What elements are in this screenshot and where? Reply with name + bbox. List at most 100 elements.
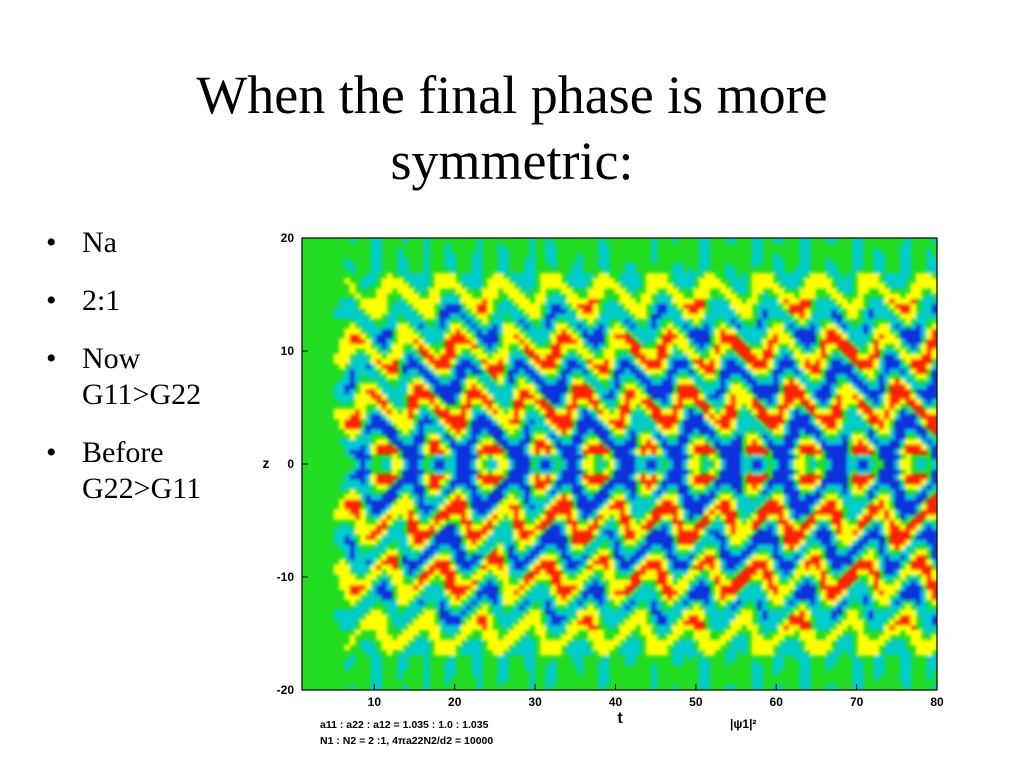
heatmap-cell bbox=[429, 383, 435, 390]
heatmap-cell bbox=[725, 318, 732, 324]
heatmap-cell bbox=[518, 343, 525, 350]
heatmap-cell bbox=[593, 403, 599, 410]
heatmap-cell bbox=[444, 313, 451, 319]
heatmap-cell bbox=[614, 564, 621, 571]
heatmap-cell bbox=[550, 559, 557, 566]
heatmap-cell bbox=[608, 313, 615, 319]
heatmap-cell bbox=[376, 448, 382, 455]
heatmap-cell bbox=[360, 323, 367, 329]
heatmap-cell bbox=[598, 363, 605, 370]
heatmap-cell bbox=[619, 609, 626, 616]
heatmap-cell bbox=[471, 584, 478, 591]
heatmap-cell bbox=[391, 368, 398, 375]
heatmap-cell bbox=[656, 649, 663, 656]
heatmap-cell bbox=[450, 664, 457, 671]
heatmap-cell bbox=[413, 484, 420, 490]
heatmap-cell bbox=[619, 614, 626, 621]
heatmap-cell bbox=[672, 293, 679, 299]
heatmap-cell bbox=[413, 569, 420, 576]
heatmap-cell bbox=[524, 258, 531, 264]
heatmap-cell bbox=[524, 539, 531, 545]
heatmap-cell bbox=[397, 524, 404, 530]
heatmap-cell bbox=[513, 338, 520, 345]
heatmap-cell bbox=[344, 298, 351, 304]
heatmap-cell bbox=[577, 363, 584, 370]
heatmap-cell bbox=[698, 664, 705, 671]
heatmap-cell bbox=[672, 544, 679, 550]
heatmap-cell bbox=[503, 358, 509, 365]
heatmap-cell bbox=[497, 458, 504, 465]
heatmap-cell bbox=[582, 283, 589, 289]
heatmap-cell bbox=[587, 509, 594, 515]
heatmap-cell bbox=[630, 453, 636, 460]
heatmap-cell bbox=[698, 619, 705, 626]
heatmap-cell bbox=[571, 474, 578, 480]
heatmap-cell bbox=[651, 333, 658, 340]
heatmap-cell bbox=[471, 484, 478, 490]
heatmap-cell bbox=[476, 559, 483, 566]
heatmap-cell bbox=[376, 664, 382, 671]
heatmap-cell bbox=[518, 363, 525, 370]
heatmap-cell bbox=[349, 338, 356, 345]
heatmap-cell bbox=[630, 574, 636, 581]
heatmap-cell bbox=[376, 479, 382, 485]
heatmap-cell bbox=[619, 559, 626, 566]
heatmap-cell bbox=[608, 443, 615, 450]
heatmap-cell bbox=[730, 624, 737, 631]
heatmap-cell bbox=[561, 363, 568, 370]
heatmap-cell bbox=[513, 564, 520, 571]
heatmap-cell bbox=[746, 308, 753, 314]
heatmap-cell bbox=[534, 499, 541, 505]
heatmap-cell bbox=[360, 283, 367, 289]
heatmap-cell bbox=[529, 388, 536, 395]
heatmap-cell bbox=[460, 333, 467, 340]
heatmap-cell bbox=[714, 484, 721, 490]
heatmap-cell bbox=[614, 448, 621, 455]
heatmap-cell bbox=[492, 323, 499, 329]
heatmap-cell bbox=[524, 343, 531, 350]
heatmap-cell bbox=[540, 594, 547, 601]
heatmap-cell bbox=[566, 338, 573, 345]
heatmap-cell bbox=[423, 413, 430, 420]
heatmap-cell bbox=[688, 624, 695, 631]
heatmap-cell bbox=[725, 479, 732, 485]
heatmap-cell bbox=[376, 338, 382, 345]
heatmap-cell bbox=[481, 499, 488, 505]
heatmap-cell bbox=[344, 313, 351, 319]
heatmap-cell bbox=[693, 318, 700, 324]
heatmap-cell bbox=[381, 614, 388, 621]
heatmap-cell bbox=[661, 644, 668, 651]
heatmap-cell bbox=[466, 489, 472, 495]
heatmap-cell bbox=[471, 308, 478, 314]
heatmap-cell bbox=[566, 373, 573, 380]
heatmap-cell bbox=[661, 283, 668, 289]
heatmap-cell bbox=[593, 418, 599, 425]
heatmap-cell bbox=[540, 458, 547, 465]
heatmap-cell bbox=[540, 604, 547, 611]
heatmap-cell bbox=[407, 484, 414, 490]
heatmap-cell bbox=[471, 368, 478, 375]
heatmap-cell bbox=[466, 343, 472, 350]
heatmap-cell bbox=[434, 428, 441, 435]
heatmap-cell bbox=[508, 383, 515, 390]
heatmap-cell bbox=[344, 353, 351, 360]
heatmap-cell bbox=[598, 433, 605, 440]
heatmap-cell bbox=[677, 403, 684, 410]
heatmap-cell bbox=[386, 448, 393, 455]
heatmap-cell bbox=[561, 443, 568, 450]
heatmap-cell bbox=[746, 398, 753, 405]
heatmap-cell bbox=[635, 569, 642, 576]
heatmap-cell bbox=[487, 559, 494, 566]
heatmap-cell bbox=[608, 278, 615, 284]
heatmap-cell bbox=[349, 574, 356, 581]
heatmap-cell bbox=[344, 258, 351, 264]
heatmap-cell bbox=[571, 438, 578, 445]
heatmap-cell bbox=[339, 484, 345, 490]
heatmap-cell bbox=[471, 474, 478, 480]
heatmap-cell bbox=[603, 318, 610, 324]
heatmap-cell bbox=[683, 328, 689, 335]
heatmap-cell bbox=[407, 383, 414, 390]
heatmap-cell bbox=[529, 413, 536, 420]
heatmap-cell bbox=[497, 509, 504, 515]
heatmap-cell bbox=[556, 614, 562, 621]
